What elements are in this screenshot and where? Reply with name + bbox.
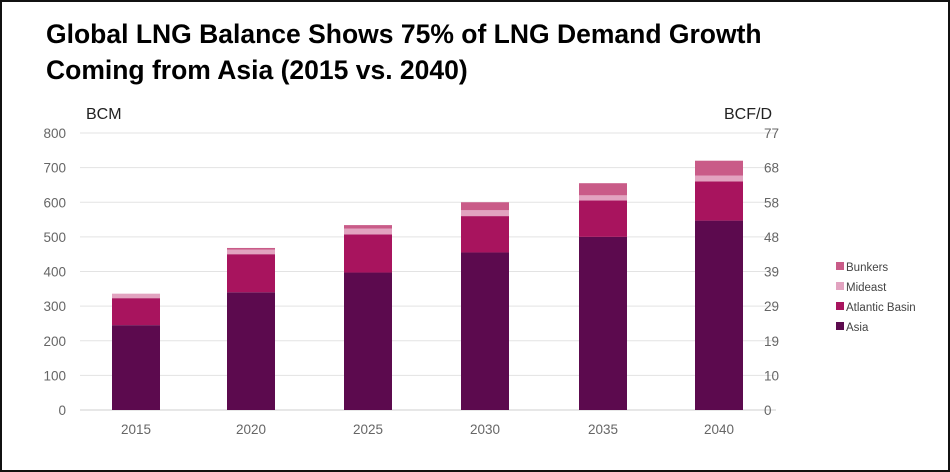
x-axis-tick-label: 2020 [236,422,266,437]
legend-swatch [836,262,844,270]
gridlines [80,132,776,411]
left-axis-tick-label: 200 [43,334,66,349]
legend-label: Atlantic Basin [846,302,916,314]
bar-segment-asia [695,220,743,410]
legend-swatch [836,282,844,290]
bar-segment-asia [227,292,275,410]
right-axis-tick-label: 77 [764,126,779,141]
bar-segment-mideast [227,249,275,255]
right-axis-tick-label: 19 [764,334,779,349]
x-axis-tick-label: 2035 [588,422,618,437]
x-axis-tick-label: 2015 [121,422,151,437]
legend: Bunkers Mideast Atlantic Basin Asia [836,262,916,334]
bar-segment-atlantic-basin [227,254,275,293]
bar-segment-atlantic-basin [344,234,392,273]
bar-segment-mideast [112,293,160,299]
legend-label: Mideast [846,282,887,294]
x-axis-ticks: 2015 2020 2025 2030 2035 2040 [121,422,734,437]
bar-segment-bunkers [579,183,627,196]
bar-segment-bunkers [461,202,509,211]
bar-segment-bunkers [227,247,275,250]
bar-segment-asia [579,236,627,410]
bar-segment-bunkers [344,225,392,229]
bar-segment-mideast [579,195,627,201]
bar-segment-bunkers [695,160,743,176]
legend-label: Bunkers [846,262,888,274]
bar-segment-mideast [461,210,509,217]
left-axis-unit: BCM [86,106,122,123]
legend-swatch [836,322,844,330]
right-axis-ticks: 0 10 19 29 39 48 58 68 77 [764,126,779,418]
bar-segment-asia [112,325,160,410]
chart-title-line-1: Global LNG Balance Shows 75% of LNG Dema… [46,19,762,49]
bar-segment-atlantic-basin [112,298,160,326]
left-axis-ticks: 0 100 200 300 400 500 600 700 800 [43,126,66,418]
bar-segment-mideast [344,228,392,235]
left-axis-tick-label: 400 [43,265,66,280]
right-axis-tick-label: 29 [764,299,779,314]
x-axis-tick-label: 2025 [353,422,383,437]
left-axis-tick-label: 600 [43,195,66,210]
bars [112,160,743,410]
right-axis-tick-label: 68 [764,161,779,176]
left-axis-tick-label: 500 [43,230,66,245]
right-axis-tick-label: 0 [764,403,772,418]
right-axis-tick-label: 39 [764,265,779,280]
left-axis-tick-label: 700 [43,161,66,176]
legend-label: Asia [846,322,869,334]
right-axis-tick-label: 58 [764,195,779,210]
left-axis-tick-label: 100 [43,368,66,383]
x-axis-tick-label: 2030 [470,422,500,437]
right-axis-unit: BCF/D [724,106,772,123]
bar-segment-atlantic-basin [579,200,627,237]
bar-segment-asia [344,272,392,410]
legend-swatch [836,302,844,310]
bar-segment-atlantic-basin [695,181,743,221]
right-axis-tick-label: 10 [764,368,779,383]
bar-segment-atlantic-basin [461,216,509,253]
x-axis-tick-label: 2040 [704,422,734,437]
left-axis-tick-label: 300 [43,299,66,314]
chart-title-line-2: Coming from Asia (2015 vs. 2040) [46,55,468,85]
bar-segment-mideast [695,175,743,182]
left-axis-tick-label: 0 [58,403,66,418]
left-axis-tick-label: 800 [43,126,66,141]
chart-title: Global LNG Balance Shows 75% of LNG Dema… [46,16,926,88]
bar-segment-asia [461,252,509,410]
right-axis-tick-label: 48 [764,230,779,245]
